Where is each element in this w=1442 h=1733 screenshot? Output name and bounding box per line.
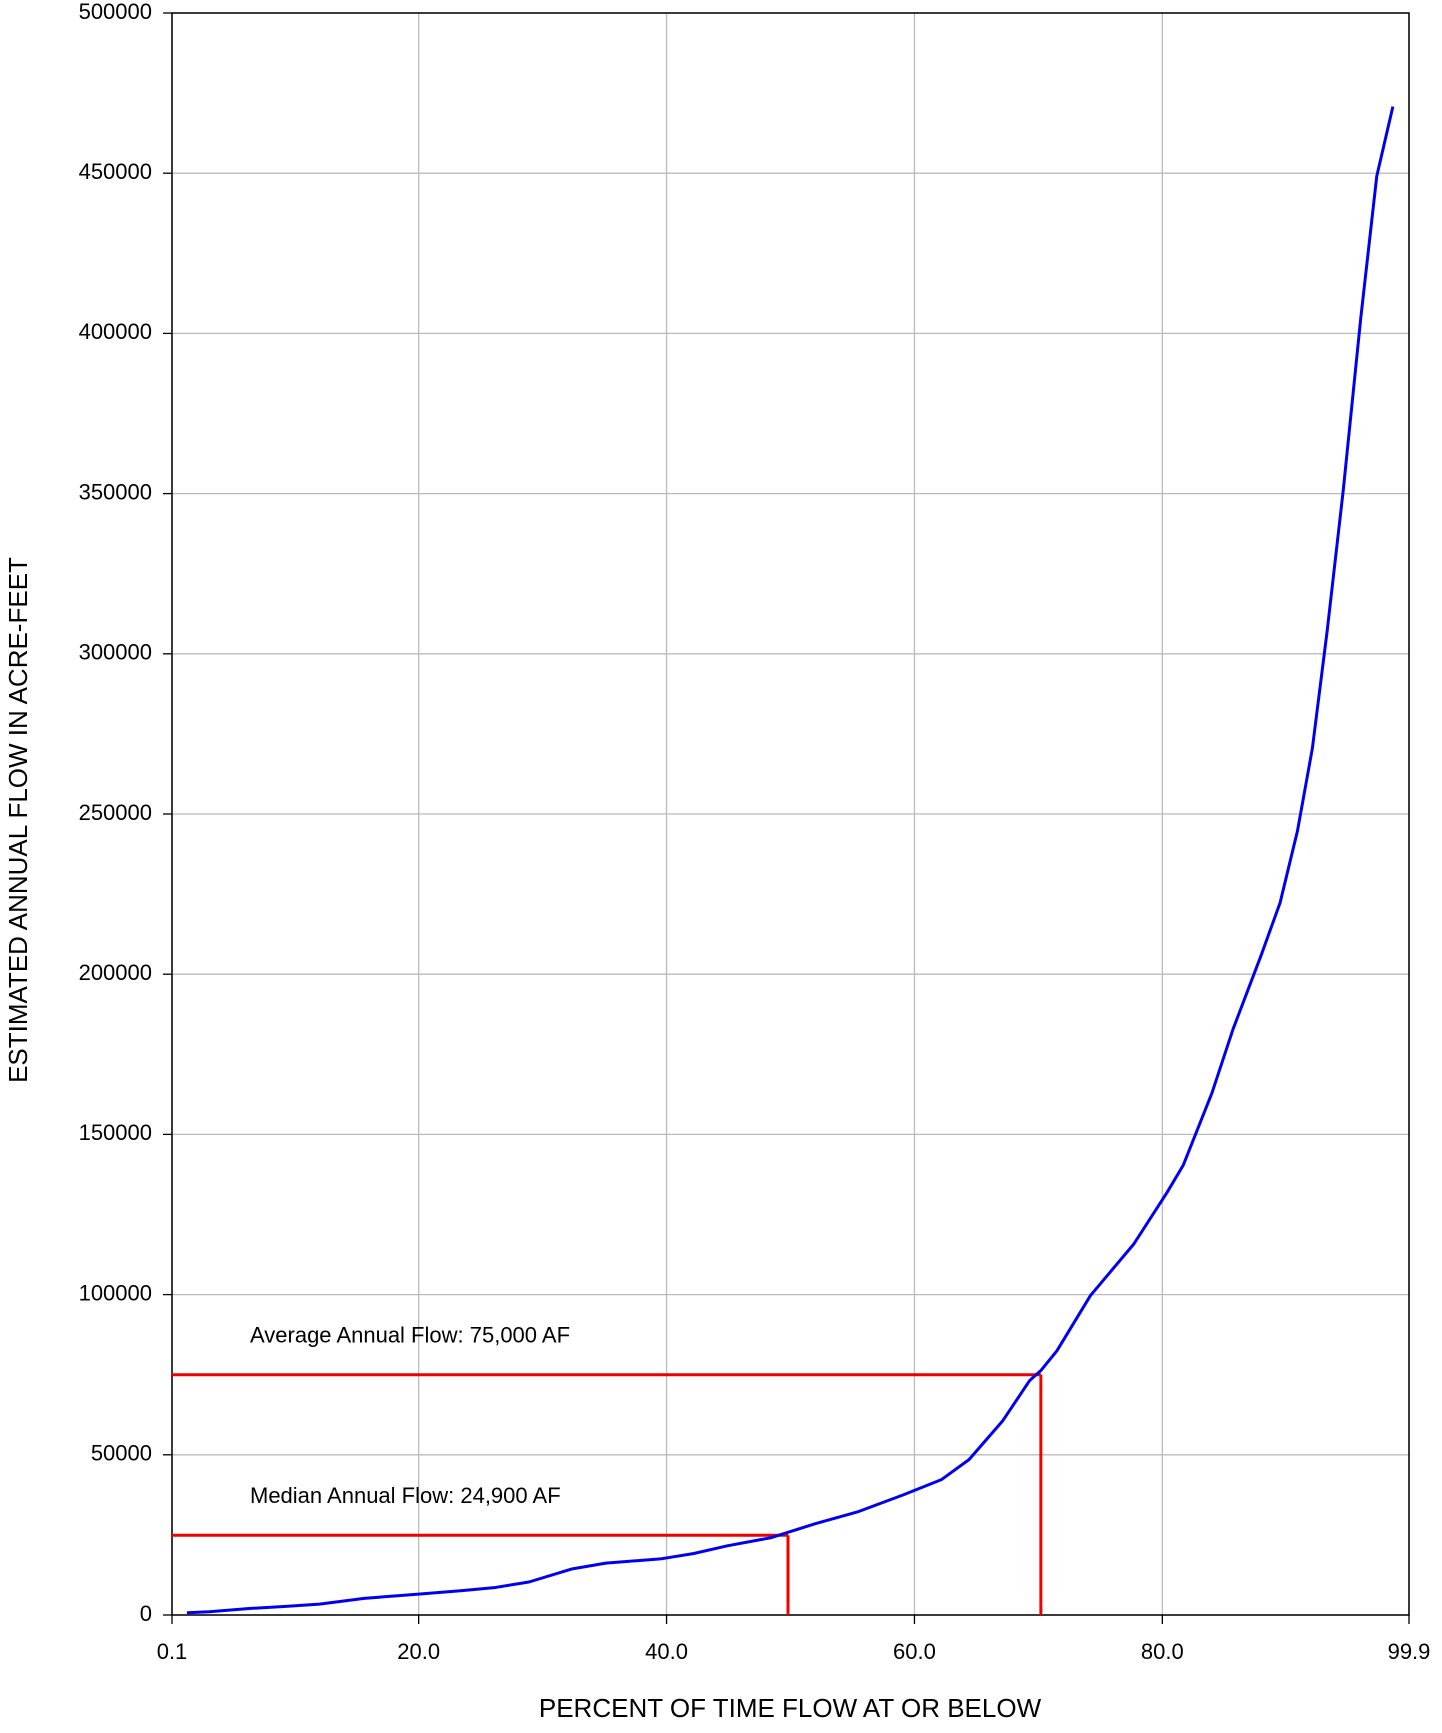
x-tick-label: 40.0 [645,1639,688,1664]
x-tick-label: 60.0 [893,1639,936,1664]
x-tick-label: 80.0 [1141,1639,1184,1664]
y-tick-label: 450000 [79,159,152,184]
y-tick-label: 100000 [79,1280,152,1305]
x-axis-title: PERCENT OF TIME FLOW AT OR BELOW [539,1693,1042,1723]
y-tick-label: 400000 [79,319,152,344]
y-tick-label: 350000 [79,479,152,504]
y-tick-label: 50000 [91,1441,152,1466]
y-tick-label: 300000 [79,640,152,665]
y-tick-label: 250000 [79,800,152,825]
x-tick-label: 0.1 [157,1639,188,1664]
x-tick-label: 99.9 [1388,1639,1431,1664]
annotation-label: Average Annual Flow: 75,000 AF [250,1323,570,1348]
plot-frame [171,12,1410,1616]
x-tick-label: 20.0 [397,1639,440,1664]
y-tick-label: 150000 [79,1120,152,1145]
annotation-label: Median Annual Flow: 24,900 AF [250,1483,561,1508]
y-tick-label: 0 [140,1601,152,1626]
flow-curve [186,106,1395,1615]
y-axis-title: ESTIMATED ANNUAL FLOW IN ACRE-FEET [3,557,33,1083]
y-tick-label: 200000 [79,960,152,985]
y-tick-label: 500000 [79,0,152,24]
